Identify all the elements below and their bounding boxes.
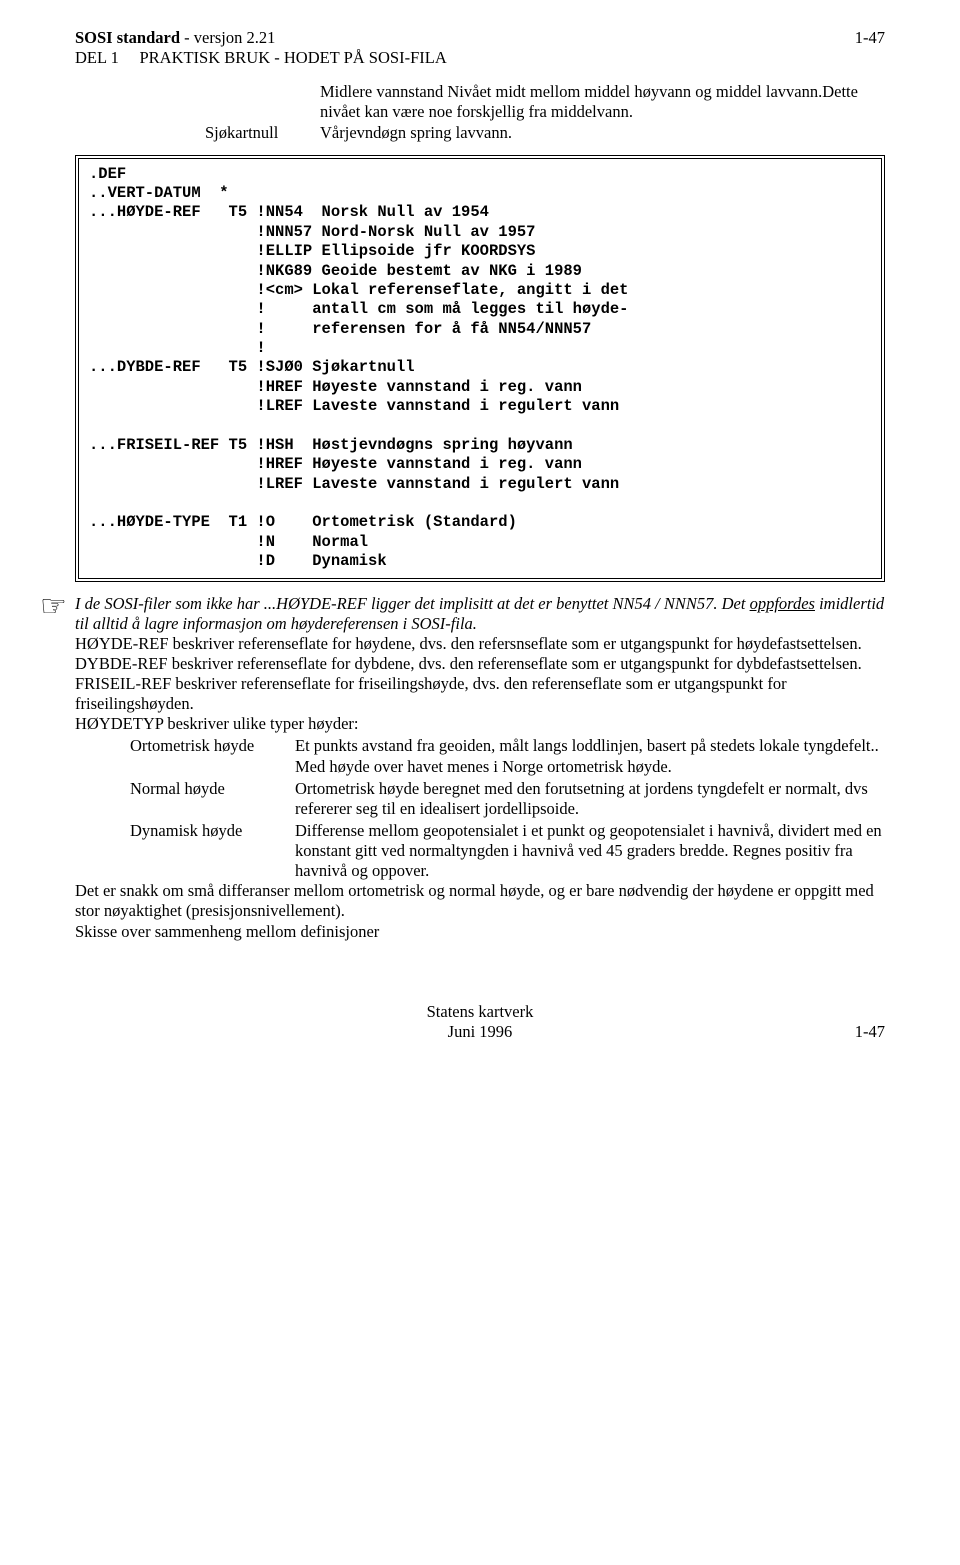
header-row-1: SOSI standard - versjon 2.21 1-47 <box>75 28 885 48</box>
def-label-1 <box>205 82 320 122</box>
p1-italic: I de SOSI-filer som ikke har ...HØYDE-RE… <box>75 594 884 633</box>
header-title-bold: SOSI standard <box>75 28 180 47</box>
header-part: DEL 1 <box>75 48 119 67</box>
footer-date: Juni 1996 <box>75 1022 885 1042</box>
body-para-6: Det er snakk om små differanser mellom o… <box>75 881 885 921</box>
hdef-label-3: Dynamisk høyde <box>130 821 295 881</box>
definitions-block: Midlere vannstand Nivået midt mellom mid… <box>205 82 885 142</box>
header-title-rest: - versjon 2.21 <box>180 28 275 47</box>
def-row-1: Midlere vannstand Nivået midt mellom mid… <box>205 82 885 122</box>
body-para-7: Skisse over sammenheng mellom definisjon… <box>75 922 885 942</box>
hdef-text-2: Ortometrisk høyde beregnet med den forut… <box>295 779 885 819</box>
hdef-label-1: Ortometrisk høyde <box>130 736 295 776</box>
def-text-2: Vårjevndøgn spring lavvann. <box>320 123 512 143</box>
hdef-row-2: Normal høyde Ortometrisk høyde beregnet … <box>130 779 885 819</box>
hdef-text-1: Et punkts avstand fra geoiden, målt lang… <box>295 736 885 776</box>
body-para-5: HØYDETYP beskriver ulike typer høyder: <box>75 714 885 734</box>
def-row-2: Sjøkartnull Vårjevndøgn spring lavvann. <box>205 123 885 143</box>
p1b: oppfordes <box>750 594 815 613</box>
footer-org: Statens kartverk <box>75 1002 885 1022</box>
page-header: SOSI standard - versjon 2.21 1-47 DEL 1 … <box>75 28 885 68</box>
body-para-4: FRISEIL-REF beskriver referenseflate for… <box>75 674 885 714</box>
hdef-row-3: Dynamisk høyde Differense mellom geopote… <box>130 821 885 881</box>
def-label-2: Sjøkartnull <box>205 123 320 143</box>
header-page-top: 1-47 <box>855 28 885 48</box>
body-para-2: HØYDE-REF beskriver referenseflate for h… <box>75 634 885 654</box>
def-text-1: Midlere vannstand Nivået midt mellom mid… <box>320 82 885 122</box>
p1a: I de SOSI-filer som ikke har ...HØYDE-RE… <box>75 594 750 613</box>
body-para-1: ☞ I de SOSI-filer som ikke har ...HØYDE-… <box>75 594 885 634</box>
hdef-row-1: Ortometrisk høyde Et punkts avstand fra … <box>130 736 885 776</box>
header-subtitle: PRAKTISK BRUK - HODET PÅ SOSI-FILA <box>139 48 446 67</box>
hdef-text-3: Differense mellom geopotensialet i et pu… <box>295 821 885 881</box>
body-para-3: DYBDE-REF beskriver referenseflate for d… <box>75 654 885 674</box>
page-footer: Statens kartverk Juni 1996 1-47 <box>75 1002 885 1042</box>
footer-page: 1-47 <box>855 1022 885 1042</box>
header-row-2: DEL 1 PRAKTISK BRUK - HODET PÅ SOSI-FILA <box>75 48 885 68</box>
code-content: .DEF ..VERT-DATUM * ...HØYDE-REF T5 !NN5… <box>89 165 871 572</box>
header-title: SOSI standard - versjon 2.21 <box>75 28 275 48</box>
code-box: .DEF ..VERT-DATUM * ...HØYDE-REF T5 !NN5… <box>75 155 885 582</box>
height-defs: Ortometrisk høyde Et punkts avstand fra … <box>130 736 885 881</box>
hand-pointer-icon: ☞ <box>40 589 67 626</box>
hdef-label-2: Normal høyde <box>130 779 295 819</box>
